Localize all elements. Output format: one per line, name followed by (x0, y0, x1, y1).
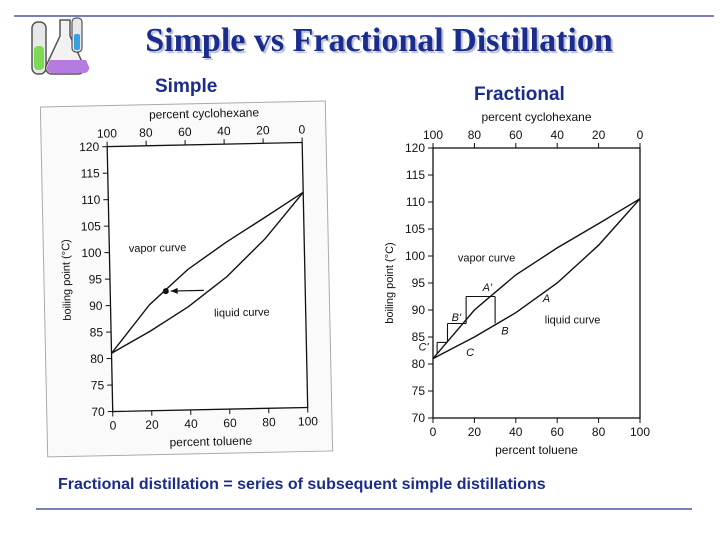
y-tick-label: 110 (406, 195, 425, 209)
bottom-rule (36, 508, 692, 510)
x-axis-label: percent toluene (495, 443, 578, 457)
arrow-head (170, 287, 178, 294)
y-axis-label: boiling point (°C) (60, 239, 74, 321)
chemistry-flask-icon (31, 17, 90, 75)
point-c-label: C (466, 347, 474, 359)
x-tick-label: 0 (110, 418, 117, 432)
y-tick-label: 120 (79, 140, 100, 154)
vapor-point (162, 288, 169, 295)
top-tick-label: 40 (551, 128, 565, 142)
y-tick-label: 95 (412, 276, 426, 290)
vapor-curve-annotation: vapor curve (129, 242, 187, 255)
y-tick-label: 105 (405, 222, 425, 236)
plot-frame (432, 147, 641, 419)
point-a-prime-label: A' (482, 282, 493, 294)
vapor-curve-line (110, 191, 304, 354)
top-tick-label: 60 (509, 128, 523, 142)
y-tick-label: 70 (412, 411, 426, 425)
x-tick-label: 40 (509, 425, 523, 439)
x-tick-label: 40 (184, 417, 198, 431)
top-tick-label: 80 (139, 126, 153, 140)
y-tick-label: 80 (412, 357, 426, 371)
top-tick-label: 0 (298, 122, 305, 136)
point-a-label: A (542, 293, 550, 305)
x-tick-label: 80 (262, 415, 276, 429)
simple-label: Simple (155, 76, 218, 97)
y-tick-label: 120 (405, 141, 425, 155)
top-tick-label: 80 (468, 128, 482, 142)
y-tick-label: 115 (406, 168, 425, 182)
x-tick-label: 20 (145, 418, 159, 432)
liquid-curve-line (111, 191, 304, 354)
top-tick-label: 0 (637, 128, 644, 142)
x-tick-label: 20 (468, 425, 482, 439)
y-tick-label: 110 (81, 193, 101, 207)
y-tick-label: 90 (412, 303, 426, 317)
y-tick-label: 85 (412, 330, 426, 344)
x-tick-label: 80 (592, 425, 606, 439)
top-tick-label: 60 (178, 125, 192, 139)
top-tick-label: 100 (423, 128, 443, 142)
top-rule (14, 15, 714, 17)
x-axis-label: percent toluene (169, 434, 252, 450)
liquid-curve-annotation: liquid curve (545, 315, 601, 327)
x-tick-label: 60 (223, 416, 237, 430)
point-b-prime-label: B' (452, 312, 462, 324)
y-tick-label: 100 (405, 249, 425, 263)
y-tick-label: 115 (80, 166, 100, 180)
y-tick-label: 75 (412, 384, 426, 398)
y-tick-label: 85 (90, 325, 104, 339)
vapor-curve-line (432, 198, 641, 360)
y-tick-label: 90 (89, 299, 103, 313)
simple-chart: 70 75 80 85 90 95 100 105 110 115 120 0 20 40 60 80 100 1… (40, 100, 334, 458)
point-b-label: B (501, 325, 508, 337)
vapor-curve-annotation: vapor curve (458, 252, 515, 264)
fractional-label: Fractional (474, 84, 565, 105)
x-tick-label: 100 (630, 425, 650, 439)
x-tick-label: 0 (430, 425, 437, 439)
plot-frame (106, 141, 309, 413)
liquid-curve-line (432, 198, 641, 360)
top-axis-label: percent cyclohexane (481, 110, 591, 124)
top-tick-label: 40 (217, 124, 231, 138)
top-tick-label: 100 (97, 126, 118, 140)
y-tick-label: 75 (91, 378, 105, 392)
y-tick-label: 105 (81, 219, 102, 233)
fractional-chart: 70 75 80 85 90 95 100 105 110 115 120 0 20 40 60 80 100 1… (384, 110, 650, 457)
slide-title: Simple vs Fractional Distillation (145, 22, 613, 59)
y-tick-label: 80 (90, 352, 104, 366)
y-tick-label: 70 (91, 405, 105, 419)
y-axis-label: boiling point (°C) (384, 242, 396, 323)
point-c-prime-label: C' (419, 342, 430, 354)
liquid-curve-annotation: liquid curve (214, 306, 270, 319)
top-tick-label: 20 (256, 123, 270, 137)
footer-caption: Fractional distillation = series of subs… (58, 476, 546, 493)
x-tick-label: 100 (298, 414, 319, 428)
top-axis-label: percent cyclohexane (149, 105, 260, 121)
x-tick-label: 60 (551, 425, 565, 439)
top-tick-label: 20 (592, 128, 606, 142)
y-tick-label: 95 (88, 272, 102, 286)
y-tick-label: 100 (81, 246, 102, 260)
